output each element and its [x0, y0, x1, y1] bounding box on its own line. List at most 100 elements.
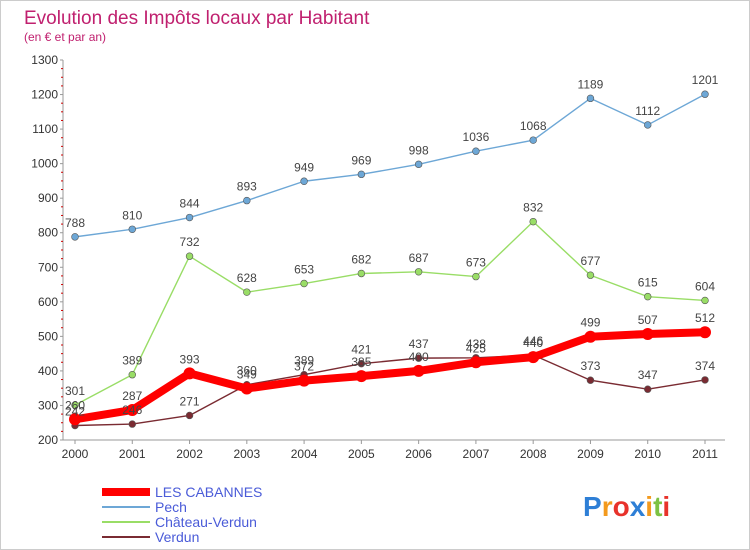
data-point — [529, 217, 537, 226]
y-tick-label: 300 — [38, 398, 58, 412]
data-label: 788 — [65, 216, 85, 230]
data-point — [185, 252, 194, 260]
chart-title: Evolution des Impôts locaux par Habitant — [24, 8, 370, 29]
y-tick-label: 1100 — [32, 122, 58, 136]
series-layer — [69, 90, 711, 430]
data-label: 374 — [695, 359, 715, 373]
data-point — [69, 413, 81, 426]
x-tick-label: 2006 — [405, 447, 432, 461]
data-label: 438 — [466, 337, 486, 351]
data-label: 301 — [65, 384, 85, 398]
data-point — [527, 351, 540, 364]
data-label: 440 — [523, 336, 543, 350]
data-label: 446 — [523, 334, 543, 348]
data-point — [586, 94, 595, 103]
data-point — [357, 170, 366, 179]
data-label: 687 — [409, 251, 429, 265]
data-point — [71, 233, 79, 241]
legend-label: Verdun — [155, 529, 199, 545]
data-point — [644, 385, 652, 393]
legend-label: Pech — [155, 499, 187, 515]
data-label: 1189 — [578, 77, 604, 91]
data-label: 389 — [294, 354, 314, 368]
x-tick-label: 2004 — [291, 447, 318, 461]
data-label: 246 — [122, 403, 142, 417]
data-point — [641, 327, 654, 340]
data-labels: 788 810 844 893 949 969 998 1036 1068 1189 1112 120… — [65, 73, 719, 418]
data-label: 347 — [638, 368, 658, 382]
x-tick-label: 2002 — [176, 447, 203, 461]
logo-letter: i — [645, 491, 653, 522]
y-tick-label: 1200 — [31, 88, 58, 102]
series-1 — [71, 90, 709, 241]
data-label: 1036 — [463, 130, 490, 144]
data-label: 437 — [409, 337, 429, 351]
data-label: 360 — [237, 364, 257, 378]
series-line — [71, 328, 709, 424]
series-line — [74, 220, 706, 406]
y-tick-label: 400 — [38, 364, 58, 378]
series-line — [74, 93, 706, 238]
data-label: 287 — [122, 389, 142, 403]
data-point — [644, 292, 652, 301]
series-0 — [69, 326, 711, 426]
x-tick-label: 2008 — [520, 447, 547, 461]
data-point — [243, 288, 251, 296]
data-point — [71, 401, 79, 409]
y-tick-label: 500 — [38, 329, 58, 343]
data-point — [126, 403, 139, 416]
logo-letter: t — [653, 491, 662, 522]
series-2 — [71, 217, 709, 409]
data-point — [185, 213, 194, 222]
logo-letter: P — [583, 491, 602, 522]
y-tick-label: 1000 — [31, 157, 58, 171]
data-point — [357, 359, 366, 368]
data-label: 732 — [180, 235, 200, 249]
data-label: 242 — [65, 404, 85, 418]
data-label: 604 — [695, 279, 715, 293]
data-point — [414, 160, 423, 169]
logo-letter: i — [662, 491, 670, 522]
x-tick-label: 2009 — [577, 447, 604, 461]
data-point — [300, 177, 308, 185]
data-point — [414, 354, 423, 362]
data-point — [185, 411, 194, 420]
data-point — [472, 147, 480, 155]
data-point — [414, 268, 423, 276]
data-point — [472, 272, 480, 281]
y-tick-label: 700 — [38, 260, 58, 274]
axes: 200 300 400 500 600 700 800 900 1000 1100 1200 1300… — [31, 53, 725, 461]
x-tick-label: 2000 — [62, 447, 89, 461]
x-tick-label: 2007 — [463, 447, 490, 461]
data-label: 615 — [638, 276, 658, 290]
data-label: 385 — [351, 355, 371, 369]
data-label: 810 — [122, 208, 142, 222]
data-point — [699, 326, 711, 339]
data-label: 421 — [351, 343, 371, 357]
y-tick-label: 800 — [38, 226, 58, 240]
data-point — [586, 271, 595, 279]
data-point — [357, 269, 366, 278]
data-point — [300, 279, 308, 288]
data-label: 677 — [580, 254, 600, 268]
data-point — [243, 196, 251, 205]
data-point — [584, 330, 597, 343]
data-point — [701, 296, 709, 305]
chart-subtitle: (en € et par an) — [24, 30, 106, 44]
data-label: 1068 — [520, 119, 547, 133]
data-label: 832 — [523, 201, 543, 215]
data-point — [586, 376, 595, 384]
data-label: 389 — [122, 354, 142, 368]
data-label: 271 — [180, 394, 200, 408]
legend-label: Château-Verdun — [155, 514, 257, 530]
logo-letter: r — [602, 491, 613, 522]
x-tick-label: 2003 — [233, 447, 260, 461]
proxiti-logo: Proxiti — [583, 491, 670, 522]
data-label: 844 — [180, 197, 200, 211]
data-point — [412, 364, 425, 377]
legend-label: LES CABANNES — [155, 484, 262, 500]
data-label: 499 — [580, 316, 600, 330]
